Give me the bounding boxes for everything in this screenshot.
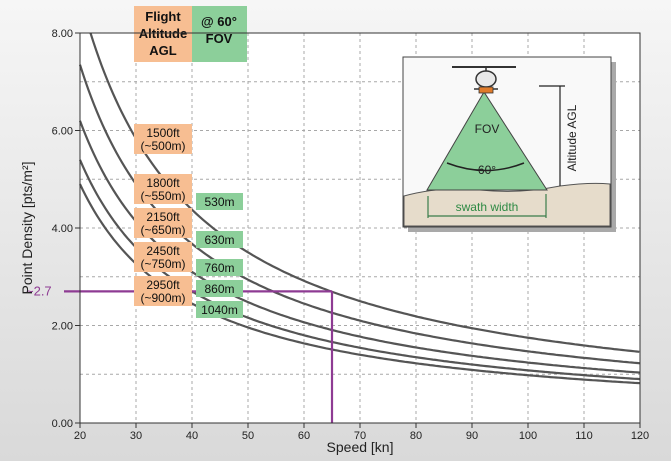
- x-axis-title: Speed [kn]: [327, 439, 394, 455]
- altitude-label-m: (~550m): [140, 189, 185, 203]
- altitude-label-box: [134, 124, 192, 154]
- y-tick-label: 4.00: [52, 223, 73, 235]
- y-axis-title: Point Density [pts/m²]: [19, 161, 35, 294]
- altitude-header-box: [134, 6, 192, 62]
- y-tick-label: 2.00: [52, 321, 73, 333]
- altitude-label-ft: 2150ft: [146, 210, 180, 224]
- altitude-label-ft: 2950ft: [146, 278, 180, 292]
- altitude-label-ft: 2450ft: [146, 244, 180, 258]
- swath-label-box: [196, 301, 243, 318]
- annotation-label: ~2.7: [26, 283, 52, 298]
- x-tick-label: 60: [298, 430, 310, 442]
- y-tick-label: 6.00: [52, 126, 73, 138]
- altitude-label-m: (~650m): [140, 223, 185, 237]
- altitude-label-ft: 1500ft: [146, 126, 180, 140]
- swath-label-box: [196, 280, 243, 297]
- swath-label: 1040m: [201, 303, 238, 317]
- fov-inset: FOV 60° Altitude AGL swath width: [402, 56, 616, 232]
- swath-label: 530m: [204, 195, 234, 209]
- plot-frame: [79, 32, 641, 424]
- altitude-label-box: [134, 174, 192, 204]
- y-tick-label: 8.00: [52, 28, 73, 40]
- altitude-label-m: (~900m): [140, 291, 185, 305]
- series-labels: 1500ft(~500m) 530m 1800ft(~550m) 630m 2150ft…: [134, 124, 243, 318]
- swath-label: 760m: [204, 261, 234, 275]
- fov-angle-arc: [446, 162, 525, 172]
- x-tick-label: 20: [74, 430, 86, 442]
- x-tick-label: 110: [575, 430, 593, 442]
- altitude-label-ft: 1800ft: [146, 176, 180, 190]
- altitude-label-box: [134, 242, 192, 272]
- altitude-header-line-1: Flight: [145, 9, 181, 24]
- swath-label-box: [196, 259, 243, 276]
- altitude-label-box: [134, 208, 192, 238]
- swath-header-line-2: FOV: [206, 31, 233, 46]
- altitude-agl-label: Altitude AGL: [565, 104, 579, 171]
- altitude-header-line-3: AGL: [149, 43, 177, 58]
- swath-label: 860m: [204, 282, 234, 296]
- x-tick-label: 70: [354, 430, 366, 442]
- altitude-label-m: (~750m): [140, 257, 185, 271]
- x-tick-label: 30: [130, 430, 142, 442]
- fov-label: FOV: [475, 122, 500, 136]
- fov-angle-label: 60°: [478, 163, 496, 177]
- altitude-label-m: (~500m): [140, 139, 185, 153]
- x-tick-label: 90: [466, 430, 478, 442]
- x-tick-label: 100: [519, 430, 537, 442]
- swath-label: 630m: [204, 233, 234, 247]
- x-tick-label: 40: [186, 430, 198, 442]
- swath-header-box: [192, 6, 247, 62]
- swath-label-box: [196, 193, 243, 210]
- helicopter-icon: [452, 66, 516, 94]
- y-tick-label: 0.00: [52, 418, 73, 430]
- x-tick-label: 50: [242, 430, 254, 442]
- x-tick-label: 80: [410, 430, 422, 442]
- swath-label-box: [196, 231, 243, 248]
- swath-header-line-1: @ 60°: [201, 14, 237, 29]
- altitude-label-box: [134, 276, 192, 306]
- swath-width-label: swath width: [456, 200, 519, 214]
- axis-ticks: 20 30 40 50 60 70 80 90 100 110 120 0.00 2.00 4.00 6.0…: [52, 28, 650, 442]
- x-tick-label: 120: [631, 430, 649, 442]
